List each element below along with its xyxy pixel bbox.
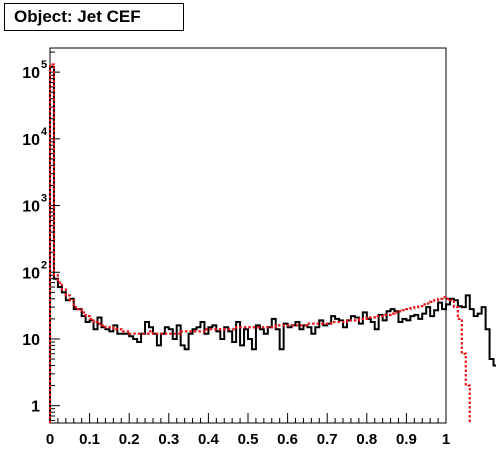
x-tick-label: 0.8 xyxy=(356,431,377,448)
y-tick-label: 10 xyxy=(22,199,40,216)
y-tick-exponent: 3 xyxy=(41,193,47,205)
reference-histogram xyxy=(49,65,496,423)
x-tick-label: 0 xyxy=(46,431,54,448)
y-tick-label: 10 xyxy=(22,332,40,349)
x-axis: 0 0.1 0.2 0.3 0.4 0.5 0.6 0.7 0.8 0.9 1 xyxy=(46,413,450,448)
x-tick-label: 0.2 xyxy=(119,431,140,448)
comparison-histogram xyxy=(48,63,471,423)
chart-title: Object: Jet CEF xyxy=(4,3,184,31)
x-tick-label: 0.6 xyxy=(277,431,298,448)
x-tick-label: 0.7 xyxy=(317,431,338,448)
y-tick-label: 10 xyxy=(22,132,40,149)
x-tick-label: 0.1 xyxy=(79,431,100,448)
x-tick-label: 1 xyxy=(442,431,450,448)
x-tick-label: 0.3 xyxy=(158,431,179,448)
x-tick-label: 0.5 xyxy=(238,431,259,448)
plot-area xyxy=(49,47,447,424)
y-tick-exponent: 4 xyxy=(41,126,48,138)
series-layer xyxy=(48,63,496,423)
x-tick-label: 0.9 xyxy=(396,431,417,448)
y-tick-exponent: 2 xyxy=(41,259,47,271)
y-tick-label: 10 xyxy=(22,265,40,282)
x-tick-label: 0.4 xyxy=(198,431,220,448)
y-tick-label: 1 xyxy=(31,399,40,416)
y-tick-label: 10 xyxy=(22,65,40,82)
plot-frame xyxy=(49,47,447,424)
y-tick-exponent: 5 xyxy=(41,59,47,71)
